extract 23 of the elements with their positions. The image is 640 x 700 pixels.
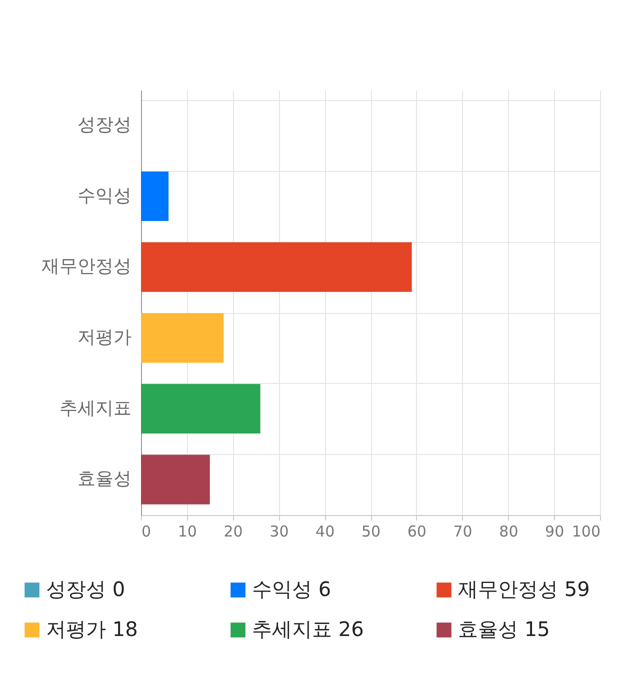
- legend-label: 저평가 18: [46, 617, 138, 641]
- x-tick-label: 30: [270, 522, 289, 540]
- x-tick-label: 50: [361, 522, 381, 540]
- x-tick-label: 10: [178, 522, 197, 540]
- legend-label: 수익성 6: [252, 577, 332, 601]
- legend-label: 효율성 15: [458, 617, 550, 641]
- x-tick-label: 100: [572, 522, 600, 540]
- y-tick-label: 저평가: [78, 326, 132, 348]
- x-tick-label: 80: [499, 522, 518, 540]
- x-tick-label: 0: [142, 522, 152, 540]
- legend-label: 재무안정성 59: [458, 577, 590, 601]
- legend-label: 추세지표 26: [252, 617, 364, 641]
- x-tick-label: 60: [407, 522, 426, 540]
- legend-label: 성장성 0: [46, 577, 126, 601]
- x-tick-label: 70: [453, 522, 472, 540]
- x-tick-label: 40: [316, 522, 335, 540]
- y-tick-label: 성장성: [78, 114, 132, 136]
- y-tick-label: 추세지표: [60, 398, 132, 419]
- y-tick-label: 효율성: [78, 468, 132, 490]
- x-tick-label: 90: [545, 522, 564, 540]
- y-tick-label: 재무안정성: [42, 256, 132, 278]
- y-tick-label: 수익성: [78, 185, 132, 206]
- x-tick-label: 20: [224, 522, 243, 540]
